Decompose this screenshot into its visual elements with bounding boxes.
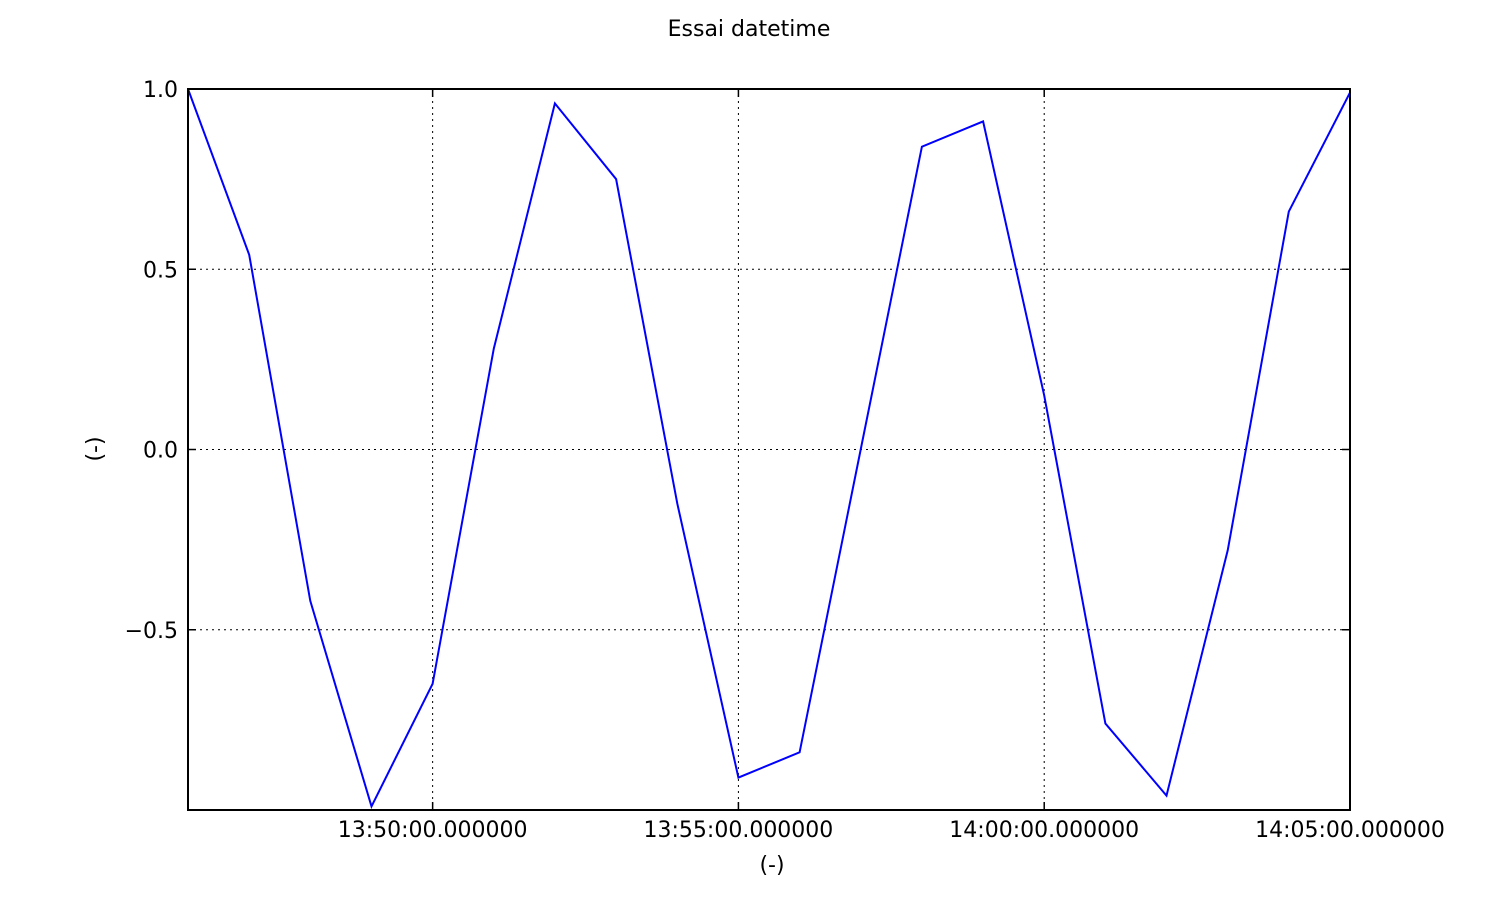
y-tick-label: 1.0 — [143, 78, 178, 103]
x-tick-label: 14:05:00.000000 — [1255, 818, 1445, 843]
y-axis-label: (-) — [83, 436, 108, 461]
ticks: 13:50:00.000000 13:55:00.000000 14:00:00.0… — [125, 78, 1445, 843]
series-layer — [187, 88, 1351, 810]
y-tick-label: 0.5 — [143, 258, 178, 283]
y-tick-label: 0.0 — [143, 439, 178, 464]
x-tick-label: 13:50:00.000000 — [338, 818, 528, 843]
x-tick-label: 14:00:00.000000 — [949, 818, 1139, 843]
x-tick-label: 13:55:00.000000 — [644, 818, 834, 843]
grid — [188, 89, 1350, 810]
x-axis-label: (-) — [759, 853, 784, 878]
chart-title: Essai datetime — [668, 17, 831, 42]
series-line — [187, 88, 1351, 810]
y-tick-label: −0.5 — [125, 619, 178, 644]
